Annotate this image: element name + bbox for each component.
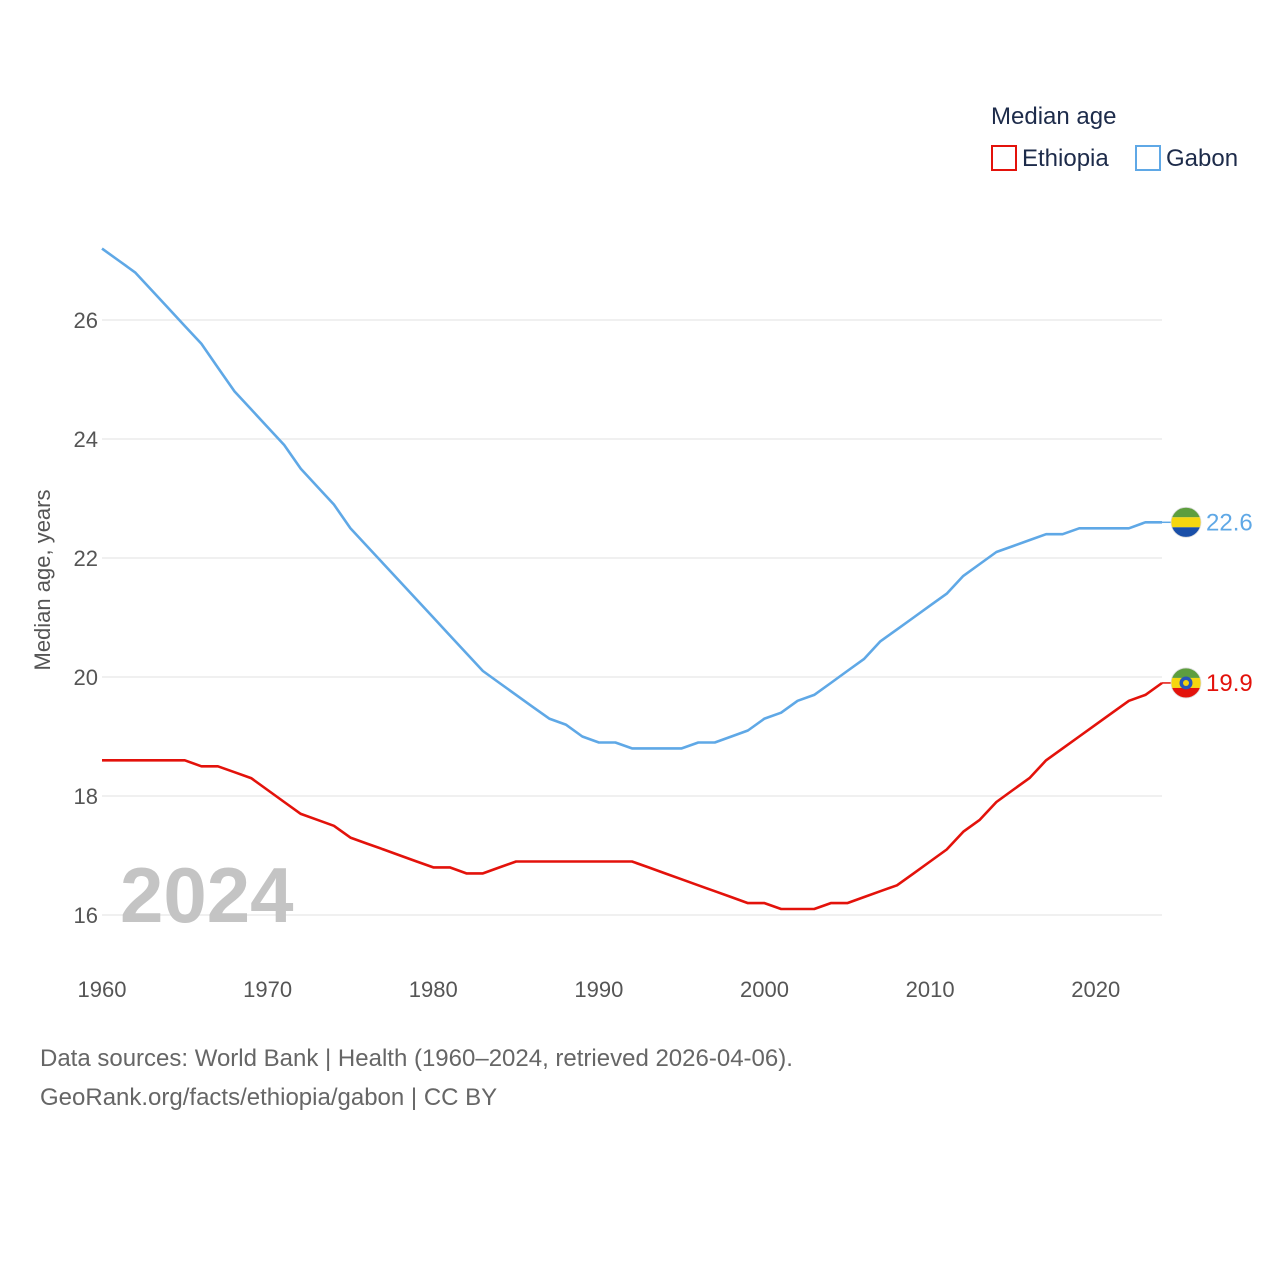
x-tick-label-2010: 2010 xyxy=(906,977,955,1002)
series-end-markers: 19.9 22.6 xyxy=(1162,506,1253,699)
x-tick-label-1960: 1960 xyxy=(78,977,127,1002)
gabon-flag-icon xyxy=(1170,506,1202,538)
end-value-label-gabon: 22.6 xyxy=(1206,509,1253,536)
y-axis-ticks: 16 18 20 22 24 26 xyxy=(74,308,98,928)
gridlines xyxy=(102,319,1162,916)
legend-item-ethiopia[interactable]: Ethiopia xyxy=(991,145,1109,172)
series-lines xyxy=(101,247,1163,911)
year-watermark: 2024 xyxy=(120,851,294,939)
x-tick-label-1970: 1970 xyxy=(243,977,292,1002)
x-tick-label-2020: 2020 xyxy=(1071,977,1120,1002)
legend-item-gabon[interactable]: Gabon xyxy=(1135,145,1238,172)
data-sources-note: Data sources: World Bank | Health (1960–… xyxy=(40,1045,793,1072)
legend-title: Median age xyxy=(991,103,1116,130)
x-tick-label-1980: 1980 xyxy=(409,977,458,1002)
ethiopia-flag-icon xyxy=(1170,667,1202,699)
y-tick-label-18: 18 xyxy=(74,784,98,809)
y-tick-label-24: 24 xyxy=(74,427,98,452)
credit-link[interactable]: GeoRank.org/facts/ethiopia/gabon | CC BY xyxy=(40,1084,498,1111)
legend-swatch-gabon xyxy=(1135,145,1161,171)
series-line-ethiopia xyxy=(102,681,1163,911)
x-tick-label-2000: 2000 xyxy=(740,977,789,1002)
y-tick-label-20: 20 xyxy=(74,665,98,690)
series-line-gabon xyxy=(101,247,1162,750)
end-value-label-ethiopia: 19.9 xyxy=(1206,670,1253,697)
legend-label-gabon: Gabon xyxy=(1166,145,1238,172)
x-axis-ticks: 1960 1970 1980 1990 2000 2010 2020 xyxy=(78,977,1121,1002)
y-axis-label: Median age, years xyxy=(30,490,55,671)
legend: Median age Ethiopia Gabon xyxy=(991,103,1238,172)
y-tick-label-22: 22 xyxy=(74,546,98,571)
y-tick-label-26: 26 xyxy=(74,308,98,333)
legend-label-ethiopia: Ethiopia xyxy=(1022,145,1109,172)
legend-swatch-ethiopia xyxy=(991,145,1017,171)
x-tick-label-1990: 1990 xyxy=(574,977,623,1002)
y-tick-label-16: 16 xyxy=(74,903,98,928)
